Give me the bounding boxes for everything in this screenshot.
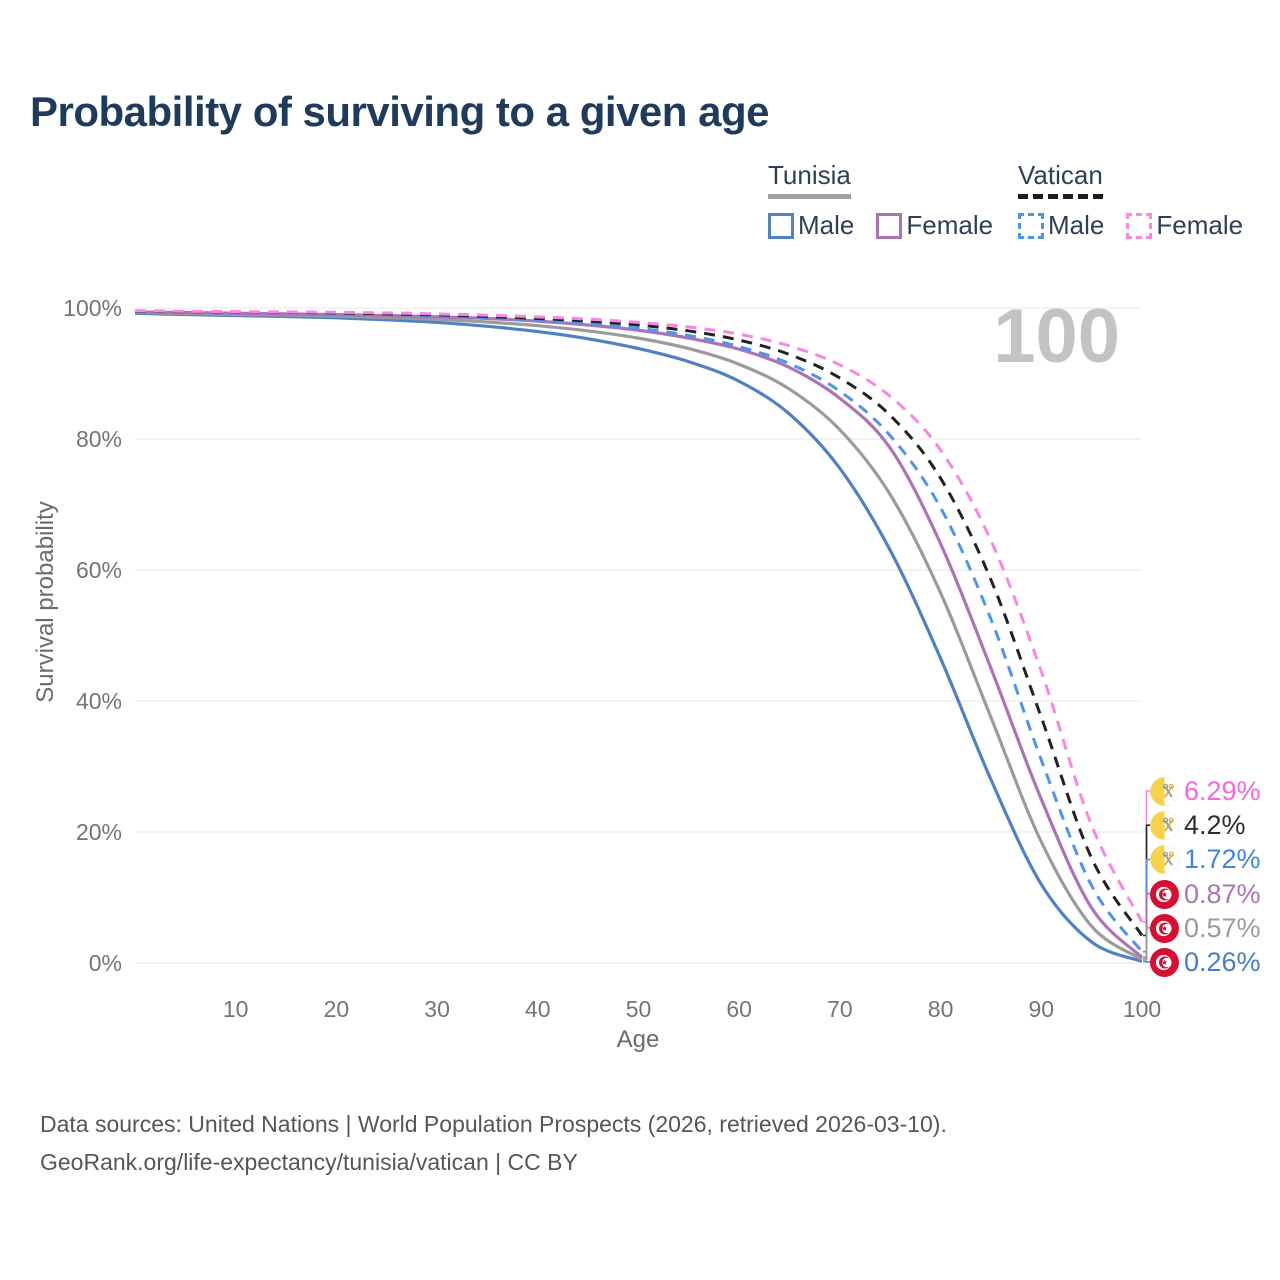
end-label-tunisia_both: 0.57% bbox=[1150, 911, 1261, 945]
legend-group-title-tunisia[interactable]: Tunisia bbox=[768, 160, 851, 199]
x-tick-label: 10 bbox=[223, 996, 249, 1022]
end-label-value: 6.29% bbox=[1184, 775, 1261, 806]
y-axis-title: Survival probability bbox=[32, 501, 59, 703]
y-tick-label: 80% bbox=[76, 426, 122, 452]
age-counter-watermark: 100 bbox=[993, 294, 1120, 379]
tunisia-flag-icon bbox=[1150, 913, 1179, 943]
curve-tunisia_both bbox=[134, 310, 1143, 961]
legend-item-vatican-male[interactable]: Male bbox=[1018, 210, 1104, 241]
x-tick-label: 40 bbox=[525, 996, 551, 1022]
x-tick-label: 100 bbox=[1123, 996, 1161, 1022]
vatican-female-swatch-icon bbox=[1126, 212, 1153, 239]
y-tick-label: 60% bbox=[76, 557, 122, 583]
end-label-vatican_both: 4.2% bbox=[1150, 808, 1246, 842]
end-label-value: 0.87% bbox=[1184, 878, 1261, 909]
footer-data-sources: Data sources: United Nations | World Pop… bbox=[40, 1111, 947, 1137]
curve-vatican_both bbox=[134, 309, 1144, 937]
legend-item-vatican-female[interactable]: Female bbox=[1126, 210, 1243, 241]
curve-tunisia_male bbox=[134, 311, 1143, 963]
leader-tunisia_male bbox=[1143, 960, 1151, 963]
x-tick-label: 70 bbox=[827, 996, 853, 1022]
legend-group-vatican: Vatican Male Female bbox=[1018, 160, 1243, 241]
curve-tunisia_female bbox=[134, 310, 1144, 959]
vatican-flag-icon bbox=[1150, 810, 1179, 840]
legend-item-label: Female bbox=[906, 210, 994, 240]
legend-item-tunisia-male[interactable]: Male bbox=[768, 210, 854, 241]
end-label-vatican_female: 6.29% bbox=[1150, 774, 1261, 808]
end-label-value: 1.72% bbox=[1184, 843, 1261, 874]
legend-item-label: Male bbox=[798, 210, 855, 240]
y-tick-label: 0% bbox=[89, 950, 122, 976]
y-tick-label: 40% bbox=[76, 688, 122, 714]
end-label-value: 0.26% bbox=[1184, 946, 1261, 977]
end-label-tunisia_female: 0.87% bbox=[1150, 877, 1261, 911]
tunisia-male-swatch-icon bbox=[768, 212, 794, 239]
end-label-value: 4.2% bbox=[1184, 809, 1246, 840]
footer-attribution: GeoRank.org/life-expectancy/tunisia/vati… bbox=[40, 1148, 578, 1175]
vatican-flag-icon bbox=[1150, 844, 1179, 874]
legend-item-label: Male bbox=[1048, 210, 1105, 240]
end-label-value: 0.57% bbox=[1184, 912, 1261, 943]
vatican-male-swatch-icon bbox=[1018, 212, 1044, 239]
x-tick-label: 50 bbox=[626, 996, 652, 1022]
x-tick-label: 20 bbox=[324, 996, 350, 1022]
legend-group-title-vatican[interactable]: Vatican bbox=[1018, 160, 1103, 199]
x-tick-label: 80 bbox=[928, 996, 954, 1022]
legend-item-label: Female bbox=[1156, 210, 1244, 240]
tunisia-flag-icon bbox=[1150, 947, 1179, 977]
x-tick-label: 30 bbox=[424, 996, 450, 1022]
y-tick-label: 100% bbox=[63, 295, 122, 321]
x-tick-label: 90 bbox=[1029, 996, 1055, 1022]
legend-item-tunisia-female[interactable]: Female bbox=[876, 210, 993, 241]
end-label-tunisia_male: 0.26% bbox=[1150, 945, 1261, 979]
legend-group-tunisia: Tunisia Male Female bbox=[768, 160, 993, 241]
footer: Data sources: United Nations | World Pop… bbox=[40, 1106, 947, 1182]
x-tick-label: 60 bbox=[726, 996, 752, 1022]
vatican-flag-icon bbox=[1150, 776, 1179, 806]
x-axis-title: Age bbox=[616, 1026, 660, 1053]
page-title: Probability of surviving to a given age bbox=[30, 88, 769, 135]
end-label-vatican_male: 1.72% bbox=[1150, 842, 1261, 876]
tunisia-female-swatch-icon bbox=[876, 212, 903, 239]
curve-vatican_male bbox=[134, 309, 1144, 953]
tunisia-flag-icon bbox=[1150, 879, 1179, 909]
y-tick-label: 20% bbox=[76, 819, 122, 845]
leader-tunisia_both bbox=[1143, 927, 1151, 961]
leader-tunisia_female bbox=[1143, 892, 1151, 959]
